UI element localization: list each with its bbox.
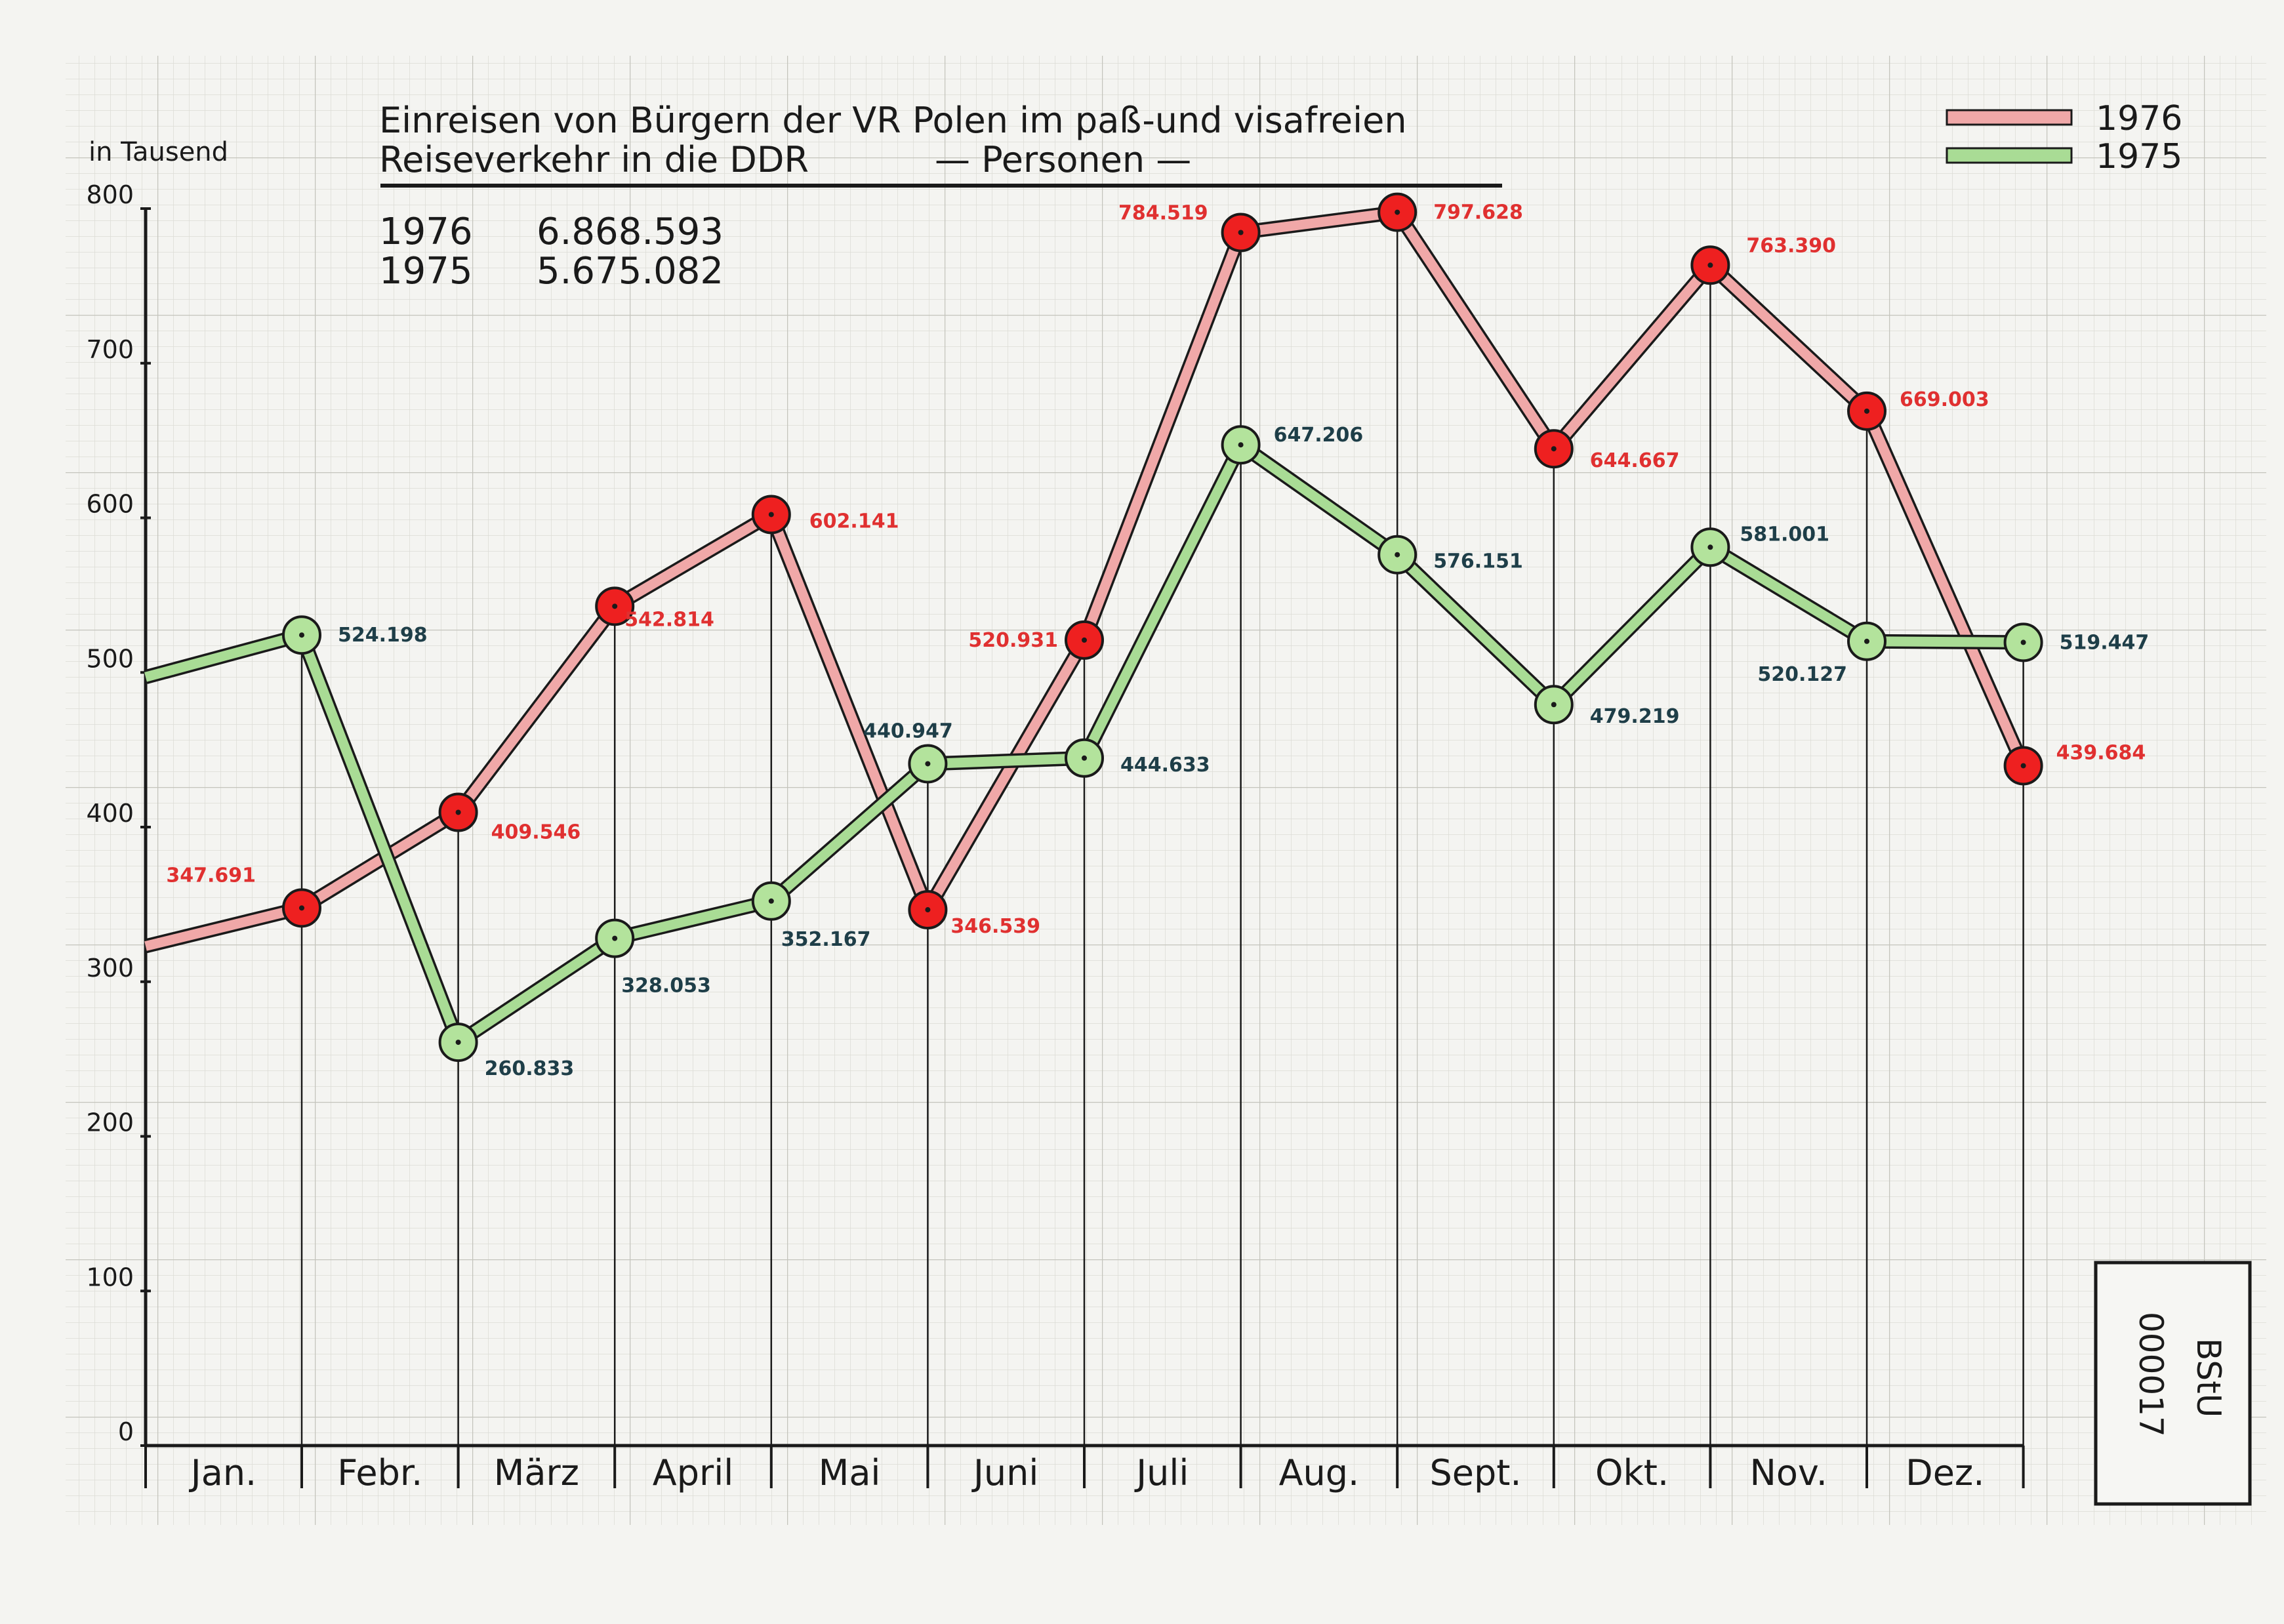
data-label-1975: 440.947: [863, 720, 953, 742]
y-tick-label: 200: [86, 1108, 134, 1137]
data-label-1975: 328.053: [621, 975, 711, 998]
y-tick-label: 0: [118, 1417, 134, 1446]
y-tick-label: 600: [86, 490, 134, 519]
data-point-center: [925, 761, 931, 767]
data-point-center: [1238, 230, 1244, 235]
archive-stamp-box: [2094, 1261, 2252, 1506]
data-label-1976: 644.667: [1590, 449, 1680, 472]
y-axis-label: in Tausend: [89, 137, 228, 167]
series-points: [282, 192, 2043, 1063]
chart-title: Einreisen von Bürgern der VR Polen im pa…: [379, 100, 1407, 141]
data-label-1975: 444.633: [1120, 754, 1210, 777]
x-tick-label: Juni: [971, 1452, 1038, 1493]
data-label-1976: 784.519: [1118, 201, 1208, 224]
data-label-1976: 602.141: [809, 510, 899, 533]
total-1975-year: 1975: [379, 250, 473, 293]
legend-label-1975: 1975: [2096, 137, 2182, 176]
legend-swatch-1975: [1946, 147, 2073, 164]
data-point-center: [2020, 639, 2026, 645]
x-tick-label: Aug.: [1279, 1452, 1360, 1493]
data-label-1976: 542.814: [624, 608, 714, 631]
data-point-center: [299, 905, 304, 911]
data-point-center: [1707, 262, 1713, 268]
data-label-1975: 519.447: [2060, 631, 2150, 654]
data-point-center: [1551, 446, 1557, 452]
data-label-1976: 347.691: [166, 864, 256, 887]
data-point-center: [1707, 544, 1713, 550]
data-label-1975: 647.206: [1274, 424, 1364, 447]
data-label-1975: 520.127: [1757, 663, 1847, 686]
y-tick-label: 800: [86, 180, 134, 209]
x-tick-label: April: [653, 1452, 733, 1493]
y-tick-label: 500: [86, 644, 134, 673]
data-labels: 347.691 409.546 542.814 602.141 346.539 520.9…: [166, 201, 2149, 1080]
total-1975-value: 5.675.082: [537, 250, 724, 293]
data-point-center: [2020, 763, 2026, 769]
data-point-center: [1238, 442, 1244, 448]
x-tick-label: Jan.: [189, 1452, 256, 1493]
data-label-1975: 581.001: [1740, 523, 1829, 546]
data-point-center: [925, 907, 931, 913]
data-point-center: [612, 935, 618, 941]
legend-swatch-1976: [1946, 109, 2073, 126]
data-point-center: [455, 809, 461, 815]
data-point-center: [1395, 209, 1400, 215]
y-tick-label: 100: [86, 1263, 134, 1291]
data-point-center: [1395, 552, 1400, 558]
x-tick-label: Febr.: [337, 1452, 422, 1493]
data-label-1976: 409.546: [491, 821, 581, 843]
data-label-1975: 524.198: [338, 624, 428, 647]
data-label-1975: 352.167: [781, 928, 871, 951]
data-label-1976: 669.003: [1900, 388, 1989, 411]
y-tick-label: 700: [86, 335, 134, 364]
x-tick-label: Mai: [819, 1452, 881, 1493]
x-tick-label: Juli: [1134, 1452, 1189, 1493]
data-label-1976: 439.684: [2056, 741, 2146, 764]
data-point-center: [1864, 408, 1869, 414]
data-point-center: [455, 1040, 461, 1045]
archive-stamp-number: 000017: [2132, 1312, 2170, 1437]
chart-title-suffix: — Personen —: [935, 139, 1191, 180]
data-label-1975: 260.833: [485, 1057, 575, 1080]
data-point-center: [1551, 702, 1557, 708]
total-1976-year: 1976: [379, 211, 473, 253]
axes: 0 100 200 300 400 500 600 700 800 Jan. Febr. März Ap…: [86, 180, 2025, 1493]
data-label-1975: 479.219: [1590, 705, 1680, 728]
data-point-center: [1082, 755, 1087, 761]
total-1976-value: 6.868.593: [537, 211, 724, 253]
legend-label-1976: 1976: [2096, 99, 2182, 138]
graph-paper-major: [66, 56, 2266, 1525]
x-tick-label: Sept.: [1429, 1452, 1521, 1493]
y-tick-label: 300: [86, 954, 134, 983]
x-tick-label: Dez.: [1906, 1452, 1984, 1493]
x-tick-label: März: [494, 1452, 579, 1493]
data-point-center: [768, 898, 774, 904]
data-label-1975: 576.151: [1433, 550, 1523, 573]
data-point-center: [768, 512, 774, 518]
data-label-1976: 520.931: [968, 629, 1058, 652]
archive-stamp-text: BStU: [2190, 1338, 2228, 1417]
data-label-1976: 763.390: [1746, 234, 1836, 257]
data-point-center: [1864, 638, 1869, 644]
data-label-1976: 346.539: [950, 915, 1040, 938]
data-point-center: [1082, 637, 1087, 643]
data-label-1976: 797.628: [1433, 201, 1523, 224]
x-tick-label: Nov.: [1750, 1452, 1827, 1493]
data-point-center: [612, 603, 618, 609]
archive-stamp: BStU 000017: [2094, 1261, 2252, 1506]
legend: 1976 1975: [1946, 99, 2182, 176]
data-point-center: [299, 632, 304, 638]
chart-title-line2: Reiseverkehr in die DDR: [379, 139, 809, 180]
x-tick-label: Okt.: [1595, 1452, 1669, 1493]
y-tick-label: 400: [86, 799, 134, 828]
